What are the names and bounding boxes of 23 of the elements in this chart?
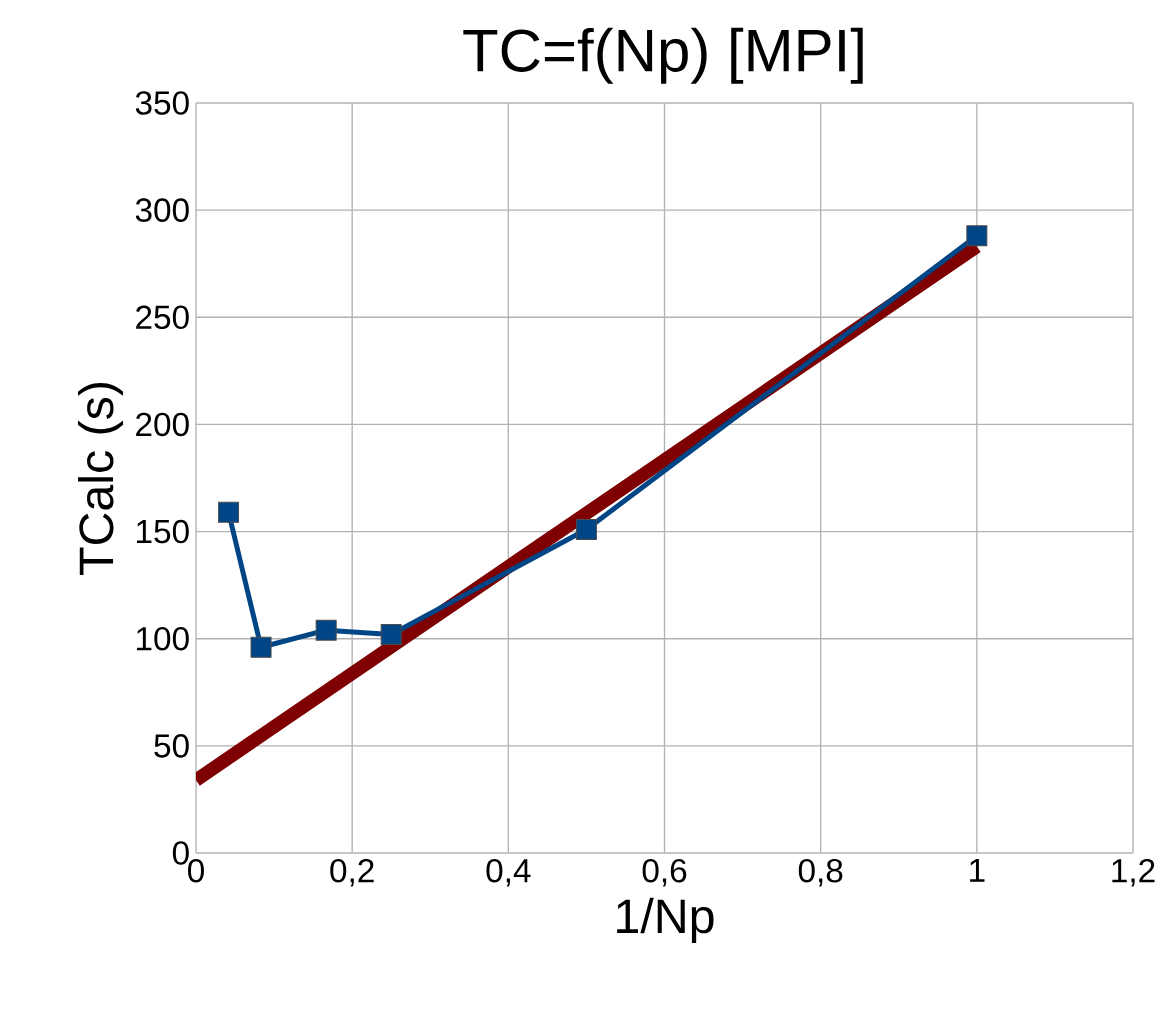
point xyxy=(966,225,988,247)
point xyxy=(250,636,272,658)
y-tick-label: 250 xyxy=(136,305,189,330)
y-tick-label: 200 xyxy=(136,412,189,437)
x-tick-label: 1,2 xyxy=(1112,858,1155,887)
point xyxy=(218,501,240,523)
point xyxy=(380,623,402,645)
y-tick-label: 0 xyxy=(172,841,189,865)
x-tick-label: 1 xyxy=(970,858,985,882)
y-tick-label: 150 xyxy=(137,519,189,544)
point xyxy=(575,518,597,540)
x-tick-label: 0,4 xyxy=(486,858,531,887)
y-tick-label: 350 xyxy=(135,91,189,115)
x-tick-label: 0,8 xyxy=(798,858,843,887)
y-axis-title: TCalc (s) xyxy=(78,383,124,575)
y-tick-label: 100 xyxy=(137,626,189,651)
chart-title: TC=f(Np) [MPI] xyxy=(463,27,863,84)
x-tick-label: 0,6 xyxy=(642,858,687,887)
y-tick-label: 300 xyxy=(135,198,189,222)
y-tick-label: 50 xyxy=(154,734,189,758)
point xyxy=(315,619,337,641)
x-axis-title: 1/Np xyxy=(617,897,714,943)
x-tick-label: 0,2 xyxy=(330,858,374,887)
